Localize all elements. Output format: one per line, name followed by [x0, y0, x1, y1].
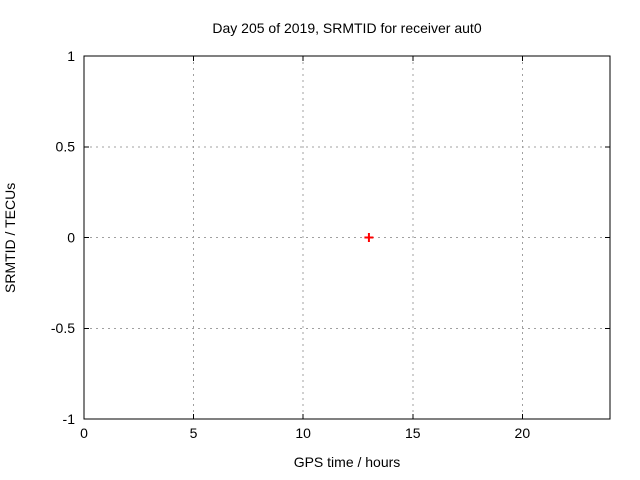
y-tick-label: 1 [67, 48, 75, 64]
x-tick-label: 10 [295, 425, 311, 441]
data-point-marker [364, 233, 374, 242]
x-tick-label: 20 [515, 425, 531, 441]
plot-border [83, 55, 611, 420]
x-tick-label: 0 [80, 425, 88, 441]
x-tick-label: 15 [405, 425, 421, 441]
y-tick-label: 0 [67, 229, 75, 245]
x-axis-label: GPS time / hours [293, 454, 401, 470]
x-tick-label: 5 [190, 425, 198, 441]
y-tick-label: -1 [63, 411, 76, 427]
y-tick-label: -0.5 [51, 320, 75, 336]
chart-title: Day 205 of 2019, SRMTID for receiver aut… [212, 20, 482, 36]
y-tick-label: 0.5 [56, 139, 76, 155]
